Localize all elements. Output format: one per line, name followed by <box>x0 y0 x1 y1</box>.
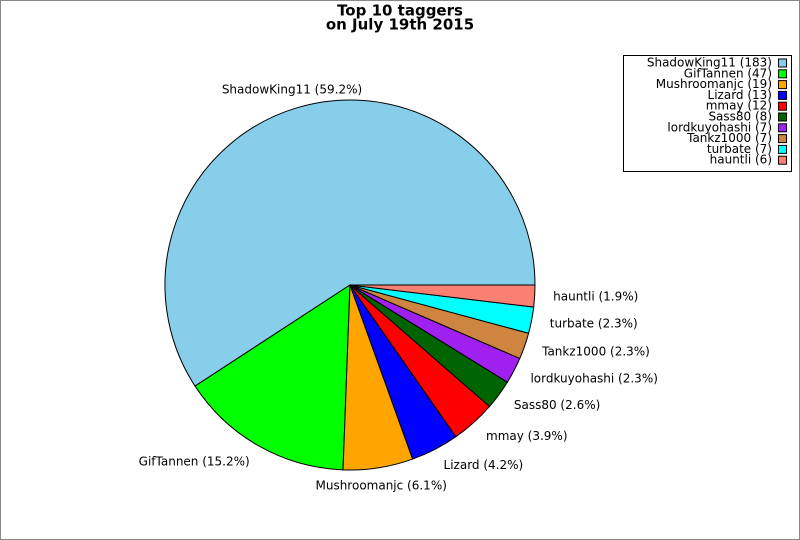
slice-label: hauntli (1.9%) <box>553 290 638 304</box>
slice-label: turbate (2.3%) <box>550 316 638 330</box>
legend-label: ShadowKing11 (183) <box>647 56 772 70</box>
slice-label: Mushroomanjc (6.1%) <box>315 479 446 493</box>
pie-slice <box>194 284 351 471</box>
legend-label: Mushroomanjc (19) <box>656 77 772 91</box>
slice-label: GifTannen (15.2%) <box>139 455 250 469</box>
legend-swatch <box>778 101 787 111</box>
chart-title: on July 19th 2015 <box>326 16 474 34</box>
legend-swatch <box>778 58 787 68</box>
legend-swatch <box>778 69 787 79</box>
slice-label: ShadowKing11 (59.2%) <box>222 82 362 96</box>
legend-swatch <box>778 144 787 154</box>
legend-label: Tankz1000 (7) <box>686 131 772 145</box>
legend-label: turbate (7) <box>707 142 772 156</box>
legend-swatch <box>778 134 787 144</box>
legend-label: Sass80 (8) <box>708 110 772 124</box>
legend-label: mmay (12) <box>706 99 772 113</box>
legend-box <box>623 55 792 172</box>
pie-slice <box>349 284 536 308</box>
legend-label: Lizard (13) <box>708 88 772 102</box>
legend-swatch <box>778 80 787 90</box>
legend-label: lordkuyohashi (7) <box>667 120 772 134</box>
legend-swatch <box>778 123 787 133</box>
legend-swatch <box>778 90 787 100</box>
legend-label: GifTannen (47) <box>684 66 772 80</box>
legend-label: hauntli (6) <box>710 153 772 167</box>
slice-label: lordkuyohashi (2.3%) <box>530 372 657 386</box>
slice-label: Tankz1000 (2.3%) <box>541 345 650 359</box>
slice-label: Sass80 (2.6%) <box>514 398 600 412</box>
pie-slice <box>164 99 536 387</box>
chart-title: Top 10 taggers <box>337 2 463 20</box>
legend-swatch <box>778 155 787 165</box>
slice-label: Lizard (4.2%) <box>444 458 524 472</box>
legend-swatch <box>778 112 787 122</box>
slice-label: mmay (3.9%) <box>486 429 568 443</box>
